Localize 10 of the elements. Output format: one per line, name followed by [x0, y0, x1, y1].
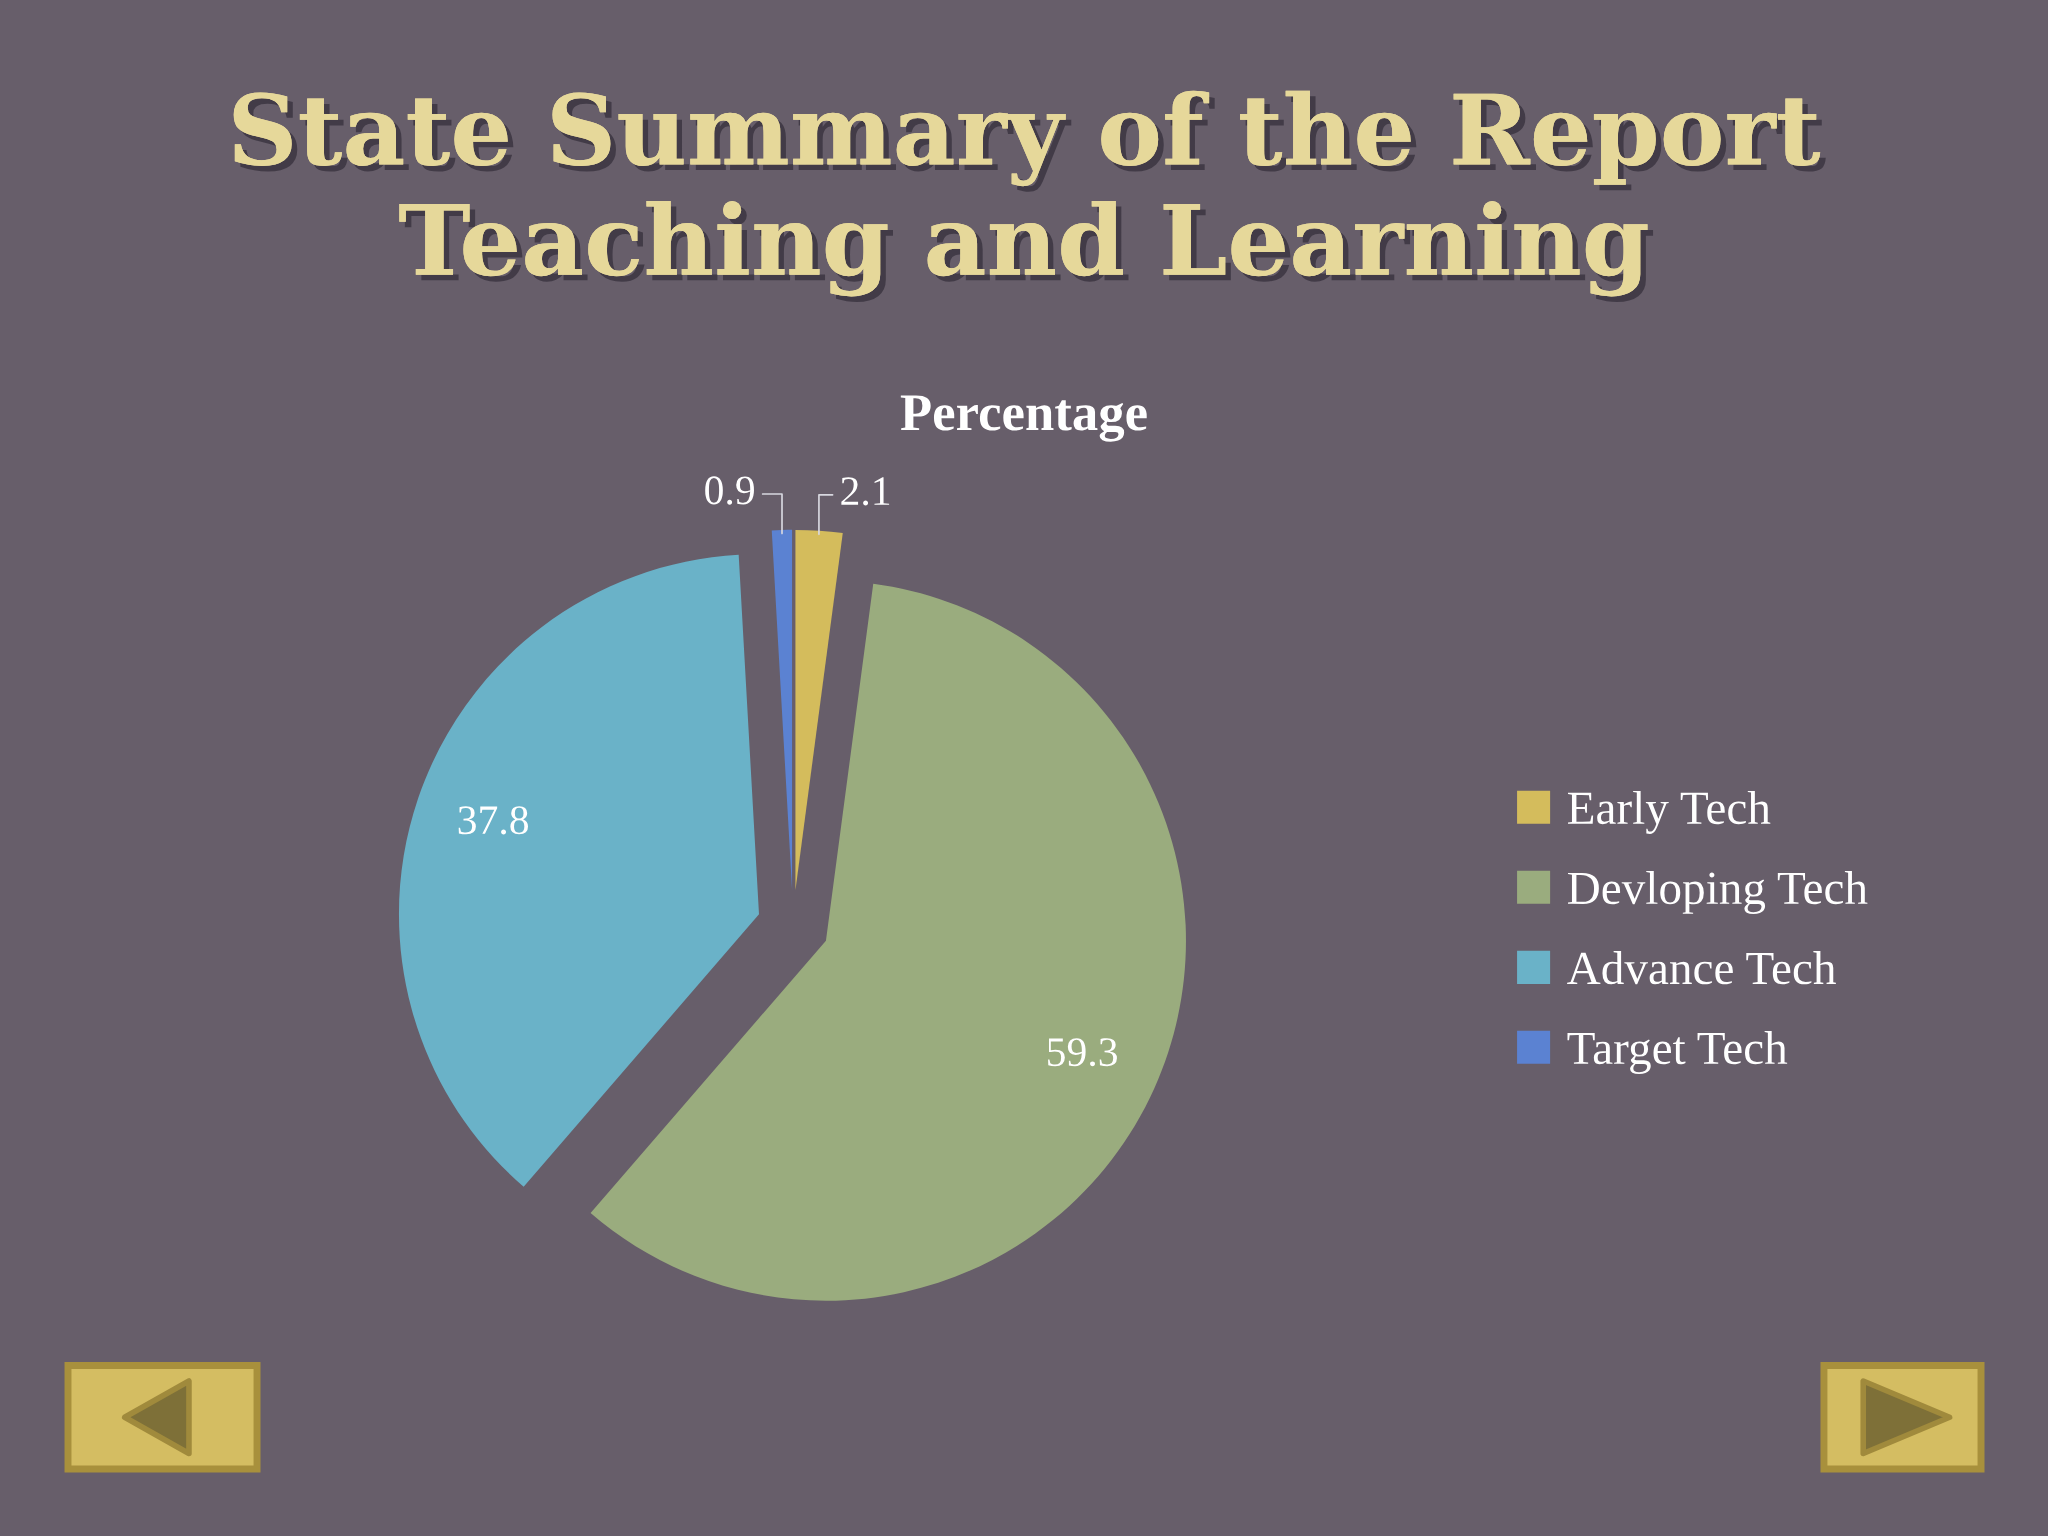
chart-title: State Summary of the Report Teaching and Learning: [233, 90, 1826, 302]
legend-label: Early Tech: [1568, 790, 1771, 834]
data-label: 59.3: [1048, 1038, 1117, 1067]
legend-label: Advance Tech: [1567, 951, 1836, 985]
chart-subtitle: Percentage: [900, 395, 1147, 442]
data-label: 0.9: [705, 476, 754, 505]
legend-label: Devloping Tech: [1568, 871, 1868, 914]
data-label: 37.8: [458, 806, 529, 835]
data-label: 2.1: [841, 477, 890, 506]
legend-label: Target Tech: [1567, 1031, 1788, 1075]
